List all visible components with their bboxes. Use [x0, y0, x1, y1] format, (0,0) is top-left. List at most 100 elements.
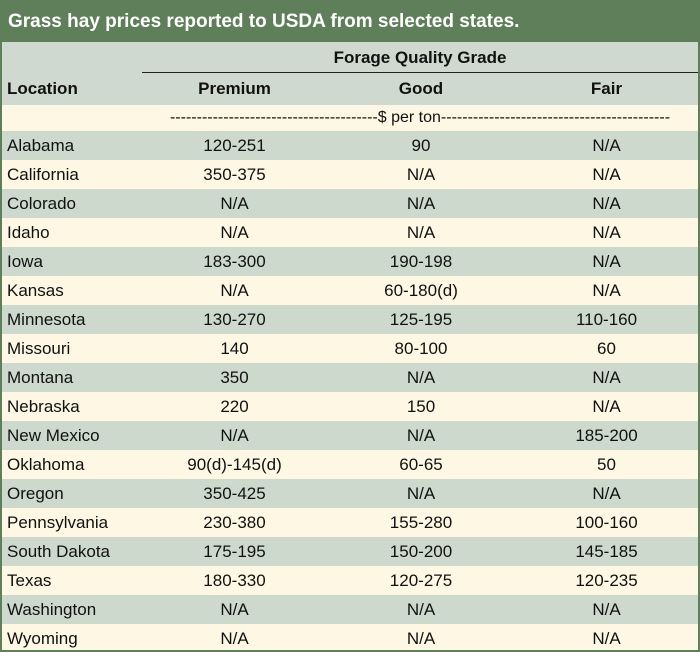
cell-fair: N/A [515, 595, 698, 624]
table-row: Kansas N/A 60-180(d) N/A [2, 276, 698, 305]
cell-good: N/A [327, 624, 515, 650]
column-header-good: Good [398, 79, 444, 98]
table-row: Idaho N/A N/A N/A [2, 218, 698, 247]
cell-premium: 140 [142, 334, 327, 363]
cell-good: N/A [327, 421, 515, 450]
cell-premium: 175-195 [142, 537, 327, 566]
table-row: Oregon 350-425 N/A N/A [2, 479, 698, 508]
cell-location: Alabama [2, 131, 142, 160]
cell-good: 60-65 [327, 450, 515, 479]
cell-good: N/A [327, 595, 515, 624]
group-header: Forage Quality Grade [142, 42, 698, 73]
cell-location: Montana [2, 363, 142, 392]
cell-good: 90 [327, 131, 515, 160]
cell-good: N/A [327, 160, 515, 189]
cell-premium: 230-380 [142, 508, 327, 537]
cell-fair: N/A [515, 189, 698, 218]
cell-fair: 60 [515, 334, 698, 363]
cell-premium: N/A [142, 421, 327, 450]
cell-location: Minnesota [2, 305, 142, 334]
cell-premium: 220 [142, 392, 327, 421]
cell-premium: N/A [142, 276, 327, 305]
cell-premium: 350 [142, 363, 327, 392]
cell-fair: N/A [515, 392, 698, 421]
column-header-fair: Fair [590, 79, 623, 98]
cell-fair: N/A [515, 363, 698, 392]
table-row: Nebraska 220 150 N/A [2, 392, 698, 421]
cell-fair: 185-200 [515, 421, 698, 450]
table-row: Iowa 183-300 190-198 N/A [2, 247, 698, 276]
cell-location: Wyoming [2, 624, 142, 650]
cell-location: Colorado [2, 189, 142, 218]
cell-premium: N/A [142, 189, 327, 218]
cell-good: 125-195 [327, 305, 515, 334]
table-row: Alabama 120-251 90 N/A [2, 131, 698, 160]
cell-good: 190-198 [327, 247, 515, 276]
cell-good: 60-180(d) [327, 276, 515, 305]
cell-premium: 350-375 [142, 160, 327, 189]
cell-premium: N/A [142, 624, 327, 650]
cell-good: 120-275 [327, 566, 515, 595]
cell-location: Missouri [2, 334, 142, 363]
cell-location: Oregon [2, 479, 142, 508]
table-row: South Dakota 175-195 150-200 145-185 [2, 537, 698, 566]
cell-fair: N/A [515, 160, 698, 189]
cell-location: Pennsylvania [2, 508, 142, 537]
table-row: Missouri 140 80-100 60 [2, 334, 698, 363]
cell-good: 155-280 [327, 508, 515, 537]
table-row: Colorado N/A N/A N/A [2, 189, 698, 218]
cell-fair: 100-160 [515, 508, 698, 537]
cell-premium: N/A [142, 218, 327, 247]
cell-premium: N/A [142, 595, 327, 624]
cell-premium: 130-270 [142, 305, 327, 334]
cell-location: Kansas [2, 276, 142, 305]
cell-fair: 50 [515, 450, 698, 479]
cell-fair: N/A [515, 276, 698, 305]
cell-premium: 350-425 [142, 479, 327, 508]
cell-location: New Mexico [2, 421, 142, 450]
column-header-row: Location Premium Good Fair [2, 73, 698, 105]
cell-fair: N/A [515, 624, 698, 650]
unit-row: ---------------------------------------$… [2, 105, 698, 131]
cell-fair: N/A [515, 131, 698, 160]
cell-location: California [2, 160, 142, 189]
cell-fair: N/A [515, 479, 698, 508]
cell-fair: 120-235 [515, 566, 698, 595]
cell-location: South Dakota [2, 537, 142, 566]
cell-good: 80-100 [327, 334, 515, 363]
column-header-location: Location [7, 79, 78, 98]
table-row: Minnesota 130-270 125-195 110-160 [2, 305, 698, 334]
cell-good: N/A [327, 363, 515, 392]
table-row: California 350-375 N/A N/A [2, 160, 698, 189]
cell-fair: N/A [515, 218, 698, 247]
table-row: Montana 350 N/A N/A [2, 363, 698, 392]
table-row: Wyoming N/A N/A N/A [2, 624, 698, 650]
unit-label: ---------------------------------------$… [142, 105, 698, 131]
cell-good: 150-200 [327, 537, 515, 566]
cell-location: Idaho [2, 218, 142, 247]
cell-premium: 90(d)-145(d) [142, 450, 327, 479]
table-row: Texas 180-330 120-275 120-235 [2, 566, 698, 595]
table-row: Washington N/A N/A N/A [2, 595, 698, 624]
group-header-row: Forage Quality Grade [2, 42, 698, 73]
cell-location: Oklahoma [2, 450, 142, 479]
cell-location: Nebraska [2, 392, 142, 421]
cell-good: N/A [327, 218, 515, 247]
cell-fair: 145-185 [515, 537, 698, 566]
cell-premium: 120-251 [142, 131, 327, 160]
cell-fair: 110-160 [515, 305, 698, 334]
cell-fair: N/A [515, 247, 698, 276]
cell-good: N/A [327, 189, 515, 218]
cell-good: N/A [327, 479, 515, 508]
cell-location: Iowa [2, 247, 142, 276]
table-row: Oklahoma 90(d)-145(d) 60-65 50 [2, 450, 698, 479]
table-title: Grass hay prices reported to USDA from s… [2, 2, 698, 42]
cell-location: Texas [2, 566, 142, 595]
column-header-premium: Premium [198, 79, 271, 98]
cell-premium: 183-300 [142, 247, 327, 276]
table-row: New Mexico N/A N/A 185-200 [2, 421, 698, 450]
table-row: Pennsylvania 230-380 155-280 100-160 [2, 508, 698, 537]
cell-good: 150 [327, 392, 515, 421]
price-table: Forage Quality Grade Location Premium Go… [2, 42, 698, 650]
